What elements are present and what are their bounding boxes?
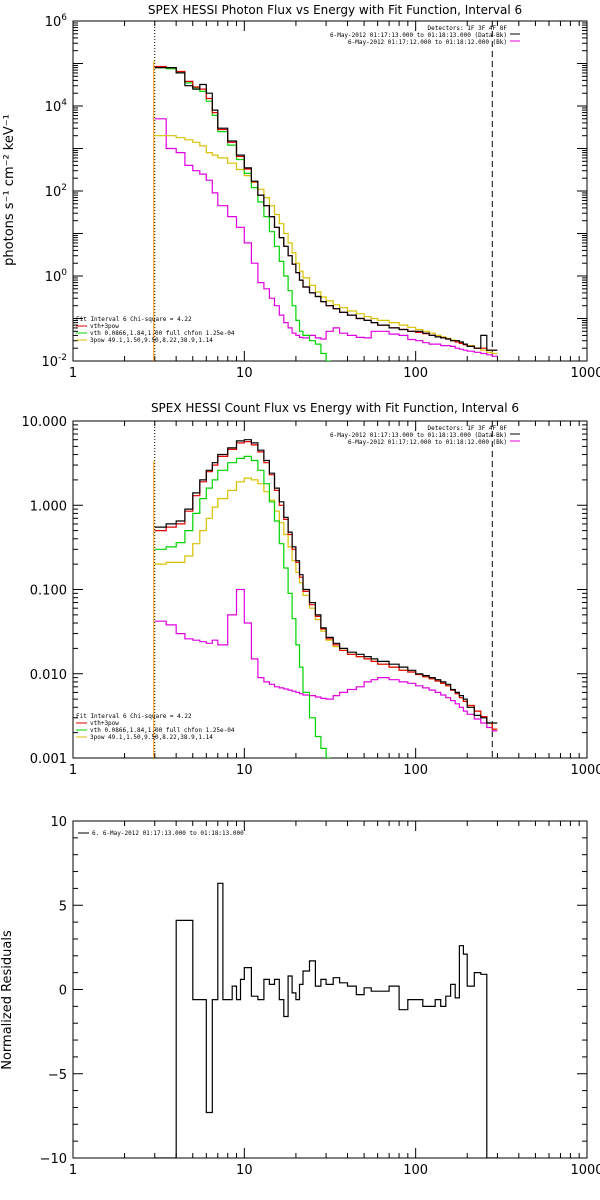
y-tick-label: 10-2 <box>41 353 67 370</box>
plot-frame <box>72 820 588 1159</box>
residuals-panel: Normalized Residuals 1 10 100 1000 10 5 0 −5 −10… <box>0 815 600 1178</box>
series-line <box>154 65 498 351</box>
x-tick-label: 100 <box>403 763 428 778</box>
series-line <box>154 67 498 351</box>
y-tick-label: 0.100 <box>30 584 67 599</box>
plot-frame <box>72 20 588 362</box>
x-tick-label: 100 <box>403 366 428 381</box>
y-tick-label: 10.000 <box>22 415 68 430</box>
y-tick-label: −5 <box>48 1068 67 1083</box>
x-tick-label: 10 <box>236 366 253 381</box>
legend-text: vth+3pow <box>90 323 119 330</box>
plot-frame <box>72 420 588 759</box>
x-tick-label: 1000 <box>570 366 600 381</box>
x-tick-label: 1000 <box>570 1163 600 1178</box>
legend-text: Detectors: 1F 3F 4F 8F <box>428 425 508 432</box>
x-tick-label: 100 <box>403 1163 428 1178</box>
panel-title: SPEX HESSI Count Flux vs Energy with Fit… <box>151 401 519 415</box>
panel-title: SPEX HESSI Photon Flux vs Energy with Fi… <box>148 3 522 17</box>
y-tick-label: 0.001 <box>30 752 67 767</box>
series-line <box>154 441 498 730</box>
series-line <box>154 439 498 724</box>
series-line <box>154 135 498 355</box>
series-line <box>154 588 498 732</box>
legend-text: vth+3pow <box>90 720 119 727</box>
legend-text: vth 0.0866,1.84,1.00 full chfon 1.25e-04 <box>90 727 235 734</box>
y-tick-label: 5 <box>59 899 67 914</box>
legend-text: 6-May-2012 01:17:13.000 to 01:18:13.000 … <box>330 432 507 439</box>
legend-text: Detectors: 1F 3F 4F 8F <box>428 25 508 32</box>
y-axis-label: photons s⁻¹ cm⁻² keV⁻¹ <box>2 114 17 266</box>
x-tick-label: 1 <box>69 763 77 778</box>
legend-text: 6-May-2012 01:17:12.000 to 01:18:12.000 … <box>348 439 507 446</box>
legend-text: 6-May-2012 01:17:12.000 to 01:18:12.000 … <box>348 39 507 46</box>
count-flux-panel: SPEX HESSI Count Flux vs Energy with Fit… <box>22 401 600 778</box>
legend-text: Fit Interval 6 Chi-square = 4.22 <box>76 316 192 323</box>
legend-text: 3pow 49.1,1.50,9.50,8.22,38.9,1.14 <box>90 337 213 344</box>
x-tick-label: 1000 <box>570 763 600 778</box>
y-tick-label: 106 <box>45 13 68 30</box>
y-tick-label: −10 <box>40 1152 67 1167</box>
series-line <box>154 118 498 357</box>
legend-text: 6. 6-May-2012 01:17:13.000 to 01:18:13.0… <box>92 830 244 837</box>
legend-text: 3pow 49.1,1.50,9.50,8.22,38.9,1.14 <box>90 734 213 741</box>
y-tick-label: 102 <box>45 183 67 200</box>
legend-text: 6-May-2012 01:17:13.000 to 01:18:13.000 … <box>330 32 507 39</box>
y-axis-label: Normalized Residuals <box>0 930 15 1070</box>
y-tick-label: 1.000 <box>30 499 67 514</box>
y-tick-label: 0.010 <box>30 668 67 683</box>
series-group <box>154 882 498 1158</box>
y-tick-label: 10 <box>50 815 67 830</box>
series-line <box>154 477 498 730</box>
x-tick-label: 10 <box>236 1163 253 1178</box>
x-tick-label: 1 <box>69 1163 77 1178</box>
y-tick-label: 100 <box>45 268 68 285</box>
y-tick-label: 0 <box>59 984 67 999</box>
x-tick-label: 1 <box>69 366 77 381</box>
series-line <box>154 882 498 1158</box>
x-tick-label: 10 <box>236 763 253 778</box>
series-group <box>153 421 498 758</box>
series-line <box>154 455 332 758</box>
legend-text: vth 0.0866,1.84,1.00 full chfon 1.25e-04 <box>90 330 235 337</box>
legend-text: Fit Interval 6 Chi-square = 4.22 <box>76 713 192 720</box>
photon-flux-panel: SPEX HESSI Photon Flux vs Energy with Fi… <box>2 3 600 381</box>
y-tick-label: 104 <box>45 98 68 115</box>
series-group <box>153 21 498 361</box>
